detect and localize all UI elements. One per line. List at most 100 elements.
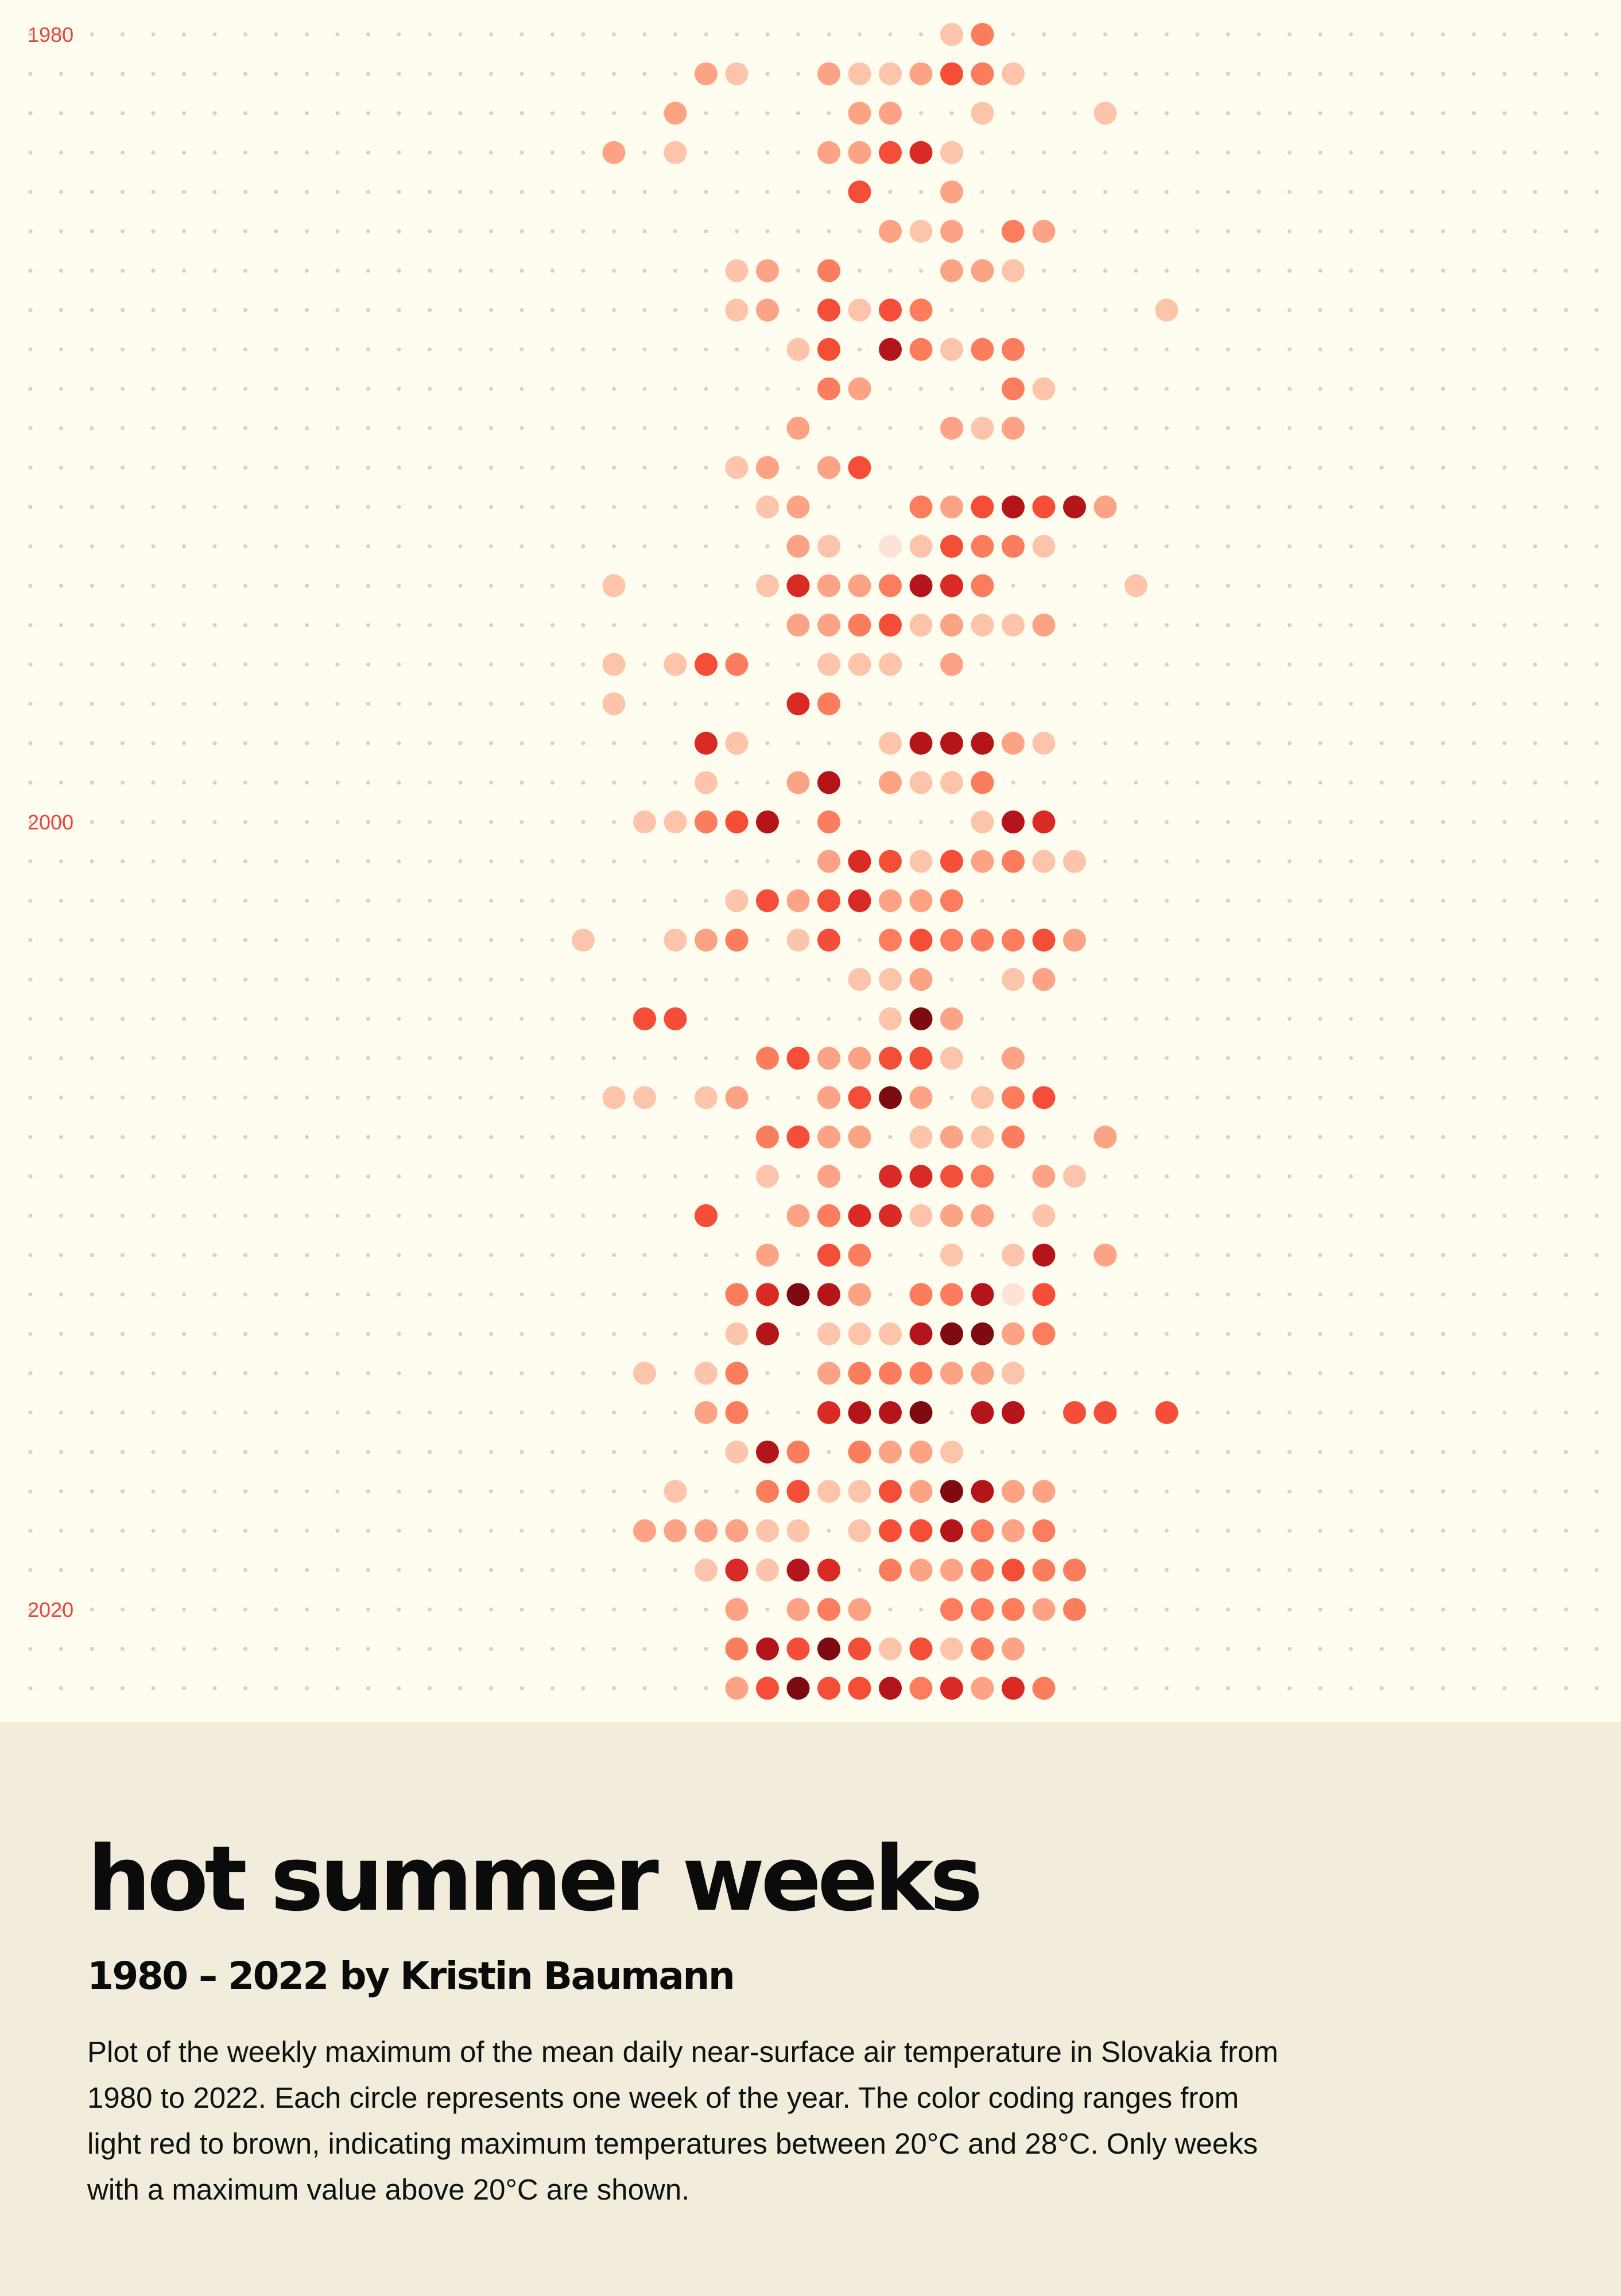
grid-dot-2005-w32 <box>980 1017 985 1021</box>
week-dot-1995-w30 <box>909 614 933 637</box>
grid-dot-1980-w10 <box>304 32 309 37</box>
grid-dot-1996-w48 <box>1471 662 1476 667</box>
week-dot-2018-w26 <box>786 1519 810 1542</box>
grid-dot-1992-w18 <box>550 505 555 509</box>
grid-dot-1985-w15 <box>458 229 463 234</box>
grid-dot-2019-w36 <box>1103 1568 1108 1572</box>
grid-dot-1983-w47 <box>1441 150 1445 155</box>
grid-dot-2022-w37 <box>1134 1686 1138 1690</box>
week-dot-1997-w27 <box>817 692 840 716</box>
week-dot-2019-w30 <box>909 1558 933 1582</box>
grid-dot-1993-w2 <box>59 544 64 549</box>
week-dot-2009-w25 <box>756 1165 779 1188</box>
grid-dot-2021-w6 <box>181 1647 187 1651</box>
grid-dot-1984-w14 <box>427 189 432 194</box>
week-dot-1992-w31 <box>940 495 963 519</box>
week-dot-2021-w24 <box>725 1637 749 1661</box>
grid-dot-2016-w19 <box>581 1450 585 1455</box>
week-dot-2001-w33 <box>1002 850 1025 873</box>
grid-dot-1988-w11 <box>335 347 340 352</box>
grid-dot-2022-w14 <box>427 1686 432 1690</box>
grid-dot-2007-w8 <box>243 1095 248 1100</box>
week-dot-1980-w32 <box>971 23 994 46</box>
grid-dot-1998-w25 <box>765 741 770 746</box>
grid-dot-2004-w48 <box>1471 977 1476 982</box>
grid-dot-1984-w16 <box>488 189 494 194</box>
week-dot-1989-w27 <box>817 377 840 401</box>
week-dot-1996-w28 <box>848 653 871 676</box>
week-dot-2007-w32 <box>971 1086 994 1110</box>
grid-dot-1986-w17 <box>519 269 524 273</box>
grid-dot-2003-w1 <box>28 938 33 943</box>
week-dot-2020-w35 <box>1063 1598 1086 1621</box>
grid-dot-2005-w42 <box>1287 1017 1292 1021</box>
grid-dot-1985-w46 <box>1410 229 1415 234</box>
grid-dot-2012-w39 <box>1195 1292 1200 1297</box>
grid-dot-1993-w45 <box>1379 544 1384 549</box>
grid-dot-1988-w17 <box>519 347 524 352</box>
grid-dot-2006-w1 <box>28 1056 33 1061</box>
grid-dot-2002-w6 <box>181 898 187 903</box>
grid-dot-2006-w4 <box>120 1056 125 1061</box>
grid-dot-1993-w25 <box>765 544 770 549</box>
week-dot-2006-w30 <box>909 1046 933 1070</box>
grid-dot-1983-w44 <box>1348 150 1354 155</box>
week-dot-1991-w28 <box>848 456 871 479</box>
grid-dot-2015-w11 <box>335 1410 340 1415</box>
grid-dot-2010-w9 <box>274 1213 278 1218</box>
grid-dot-2015-w17 <box>519 1410 524 1415</box>
grid-dot-2000-w26 <box>796 820 801 824</box>
grid-dot-1990-w1 <box>28 426 33 430</box>
week-dot-2018-w34 <box>1032 1519 1056 1542</box>
grid-dot-1995-w37 <box>1134 623 1138 627</box>
grid-dot-2004-w9 <box>274 977 278 982</box>
grid-dot-1994-w41 <box>1257 583 1261 588</box>
grid-dot-1984-w48 <box>1471 189 1476 194</box>
grid-dot-2017-w24 <box>734 1489 739 1494</box>
grid-dot-2011-w14 <box>427 1253 432 1258</box>
grid-dot-2004-w10 <box>304 977 309 982</box>
grid-dot-2005-w46 <box>1410 1017 1415 1021</box>
grid-dot-1986-w12 <box>366 269 371 273</box>
grid-dot-2004-w1 <box>28 977 33 982</box>
grid-dot-1985-w11 <box>335 229 340 234</box>
grid-dot-1981-w48 <box>1471 72 1476 76</box>
grid-dot-2014-w45 <box>1379 1371 1384 1375</box>
grid-dot-1996-w13 <box>397 662 401 667</box>
grid-dot-1981-w2 <box>59 72 64 76</box>
week-dot-1992-w32 <box>971 495 994 519</box>
grid-dot-1994-w14 <box>427 583 432 588</box>
grid-dot-1997-w42 <box>1287 701 1292 706</box>
grid-dot-1985-w40 <box>1226 229 1231 234</box>
grid-dot-1998-w20 <box>611 741 616 746</box>
grid-dot-1991-w46 <box>1410 466 1415 470</box>
grid-dot-1981-w26 <box>796 72 801 76</box>
week-dot-2020-w27 <box>817 1598 840 1621</box>
grid-dot-2011-w50 <box>1533 1253 1538 1258</box>
week-dot-1981-w27 <box>817 62 840 86</box>
grid-dot-2003-w37 <box>1134 938 1138 943</box>
grid-dot-2015-w43 <box>1318 1410 1323 1415</box>
grid-dot-1999-w19 <box>581 780 585 785</box>
week-dot-1981-w29 <box>879 62 902 86</box>
grid-dot-2019-w50 <box>1533 1568 1538 1572</box>
week-dot-2014-w27 <box>817 1362 840 1385</box>
grid-dot-1984-w36 <box>1103 189 1108 194</box>
grid-dot-1984-w32 <box>980 189 985 194</box>
grid-dot-2011-w51 <box>1564 1253 1568 1258</box>
grid-dot-1991-w33 <box>1011 466 1015 470</box>
grid-dot-2022-w43 <box>1318 1686 1323 1690</box>
grid-dot-1993-w21 <box>642 544 647 549</box>
grid-dot-1984-w15 <box>458 189 463 194</box>
week-dot-1983-w31 <box>940 141 963 164</box>
grid-dot-1986-w7 <box>212 269 217 273</box>
grid-dot-2011-w24 <box>734 1253 739 1258</box>
grid-dot-1985-w41 <box>1257 229 1261 234</box>
grid-dot-2015-w31 <box>949 1410 954 1415</box>
grid-dot-1990-w13 <box>397 426 401 430</box>
grid-dot-2018-w44 <box>1348 1529 1354 1533</box>
grid-dot-2008-w51 <box>1564 1135 1568 1139</box>
grid-dot-1981-w20 <box>611 72 616 76</box>
grid-dot-2006-w44 <box>1348 1056 1354 1061</box>
grid-dot-2006-w52 <box>1594 1056 1599 1061</box>
